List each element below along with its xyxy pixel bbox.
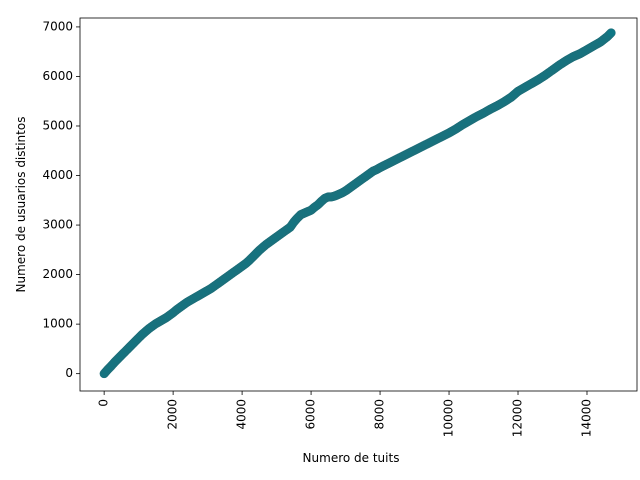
y-tick-label: 1000 xyxy=(42,317,73,331)
y-tick-label: 6000 xyxy=(42,69,73,83)
x-tick-label: 12000 xyxy=(511,399,525,437)
x-tick-label: 14000 xyxy=(579,399,593,437)
y-axis-label: Numero de usuarios distintos xyxy=(14,117,28,293)
data-points xyxy=(99,28,616,379)
y-tick-label: 7000 xyxy=(42,19,73,33)
y-tick-label: 4000 xyxy=(42,168,73,182)
plot-frame xyxy=(79,17,638,392)
x-tick-label: 6000 xyxy=(304,399,318,430)
x-tick-label: 4000 xyxy=(235,399,249,430)
y-tick-label: 0 xyxy=(65,366,73,380)
x-tick-label: 10000 xyxy=(442,399,456,437)
y-axis-ticks: 0 1000 2000 3000 4000 5000 6000 7000 xyxy=(42,19,80,380)
y-tick-label: 3000 xyxy=(42,218,73,232)
x-tick-label: 2000 xyxy=(166,399,180,430)
x-tick-label: 8000 xyxy=(373,399,387,430)
x-axis-ticks: 0 2000 4000 6000 8000 10000 12000 14000 xyxy=(97,391,593,437)
x-axis-label: Numero de tuits xyxy=(303,451,400,465)
data-point xyxy=(606,28,616,38)
y-tick-label: 5000 xyxy=(42,118,73,132)
y-tick-label: 2000 xyxy=(42,267,73,281)
x-tick-label: 0 xyxy=(97,399,111,407)
